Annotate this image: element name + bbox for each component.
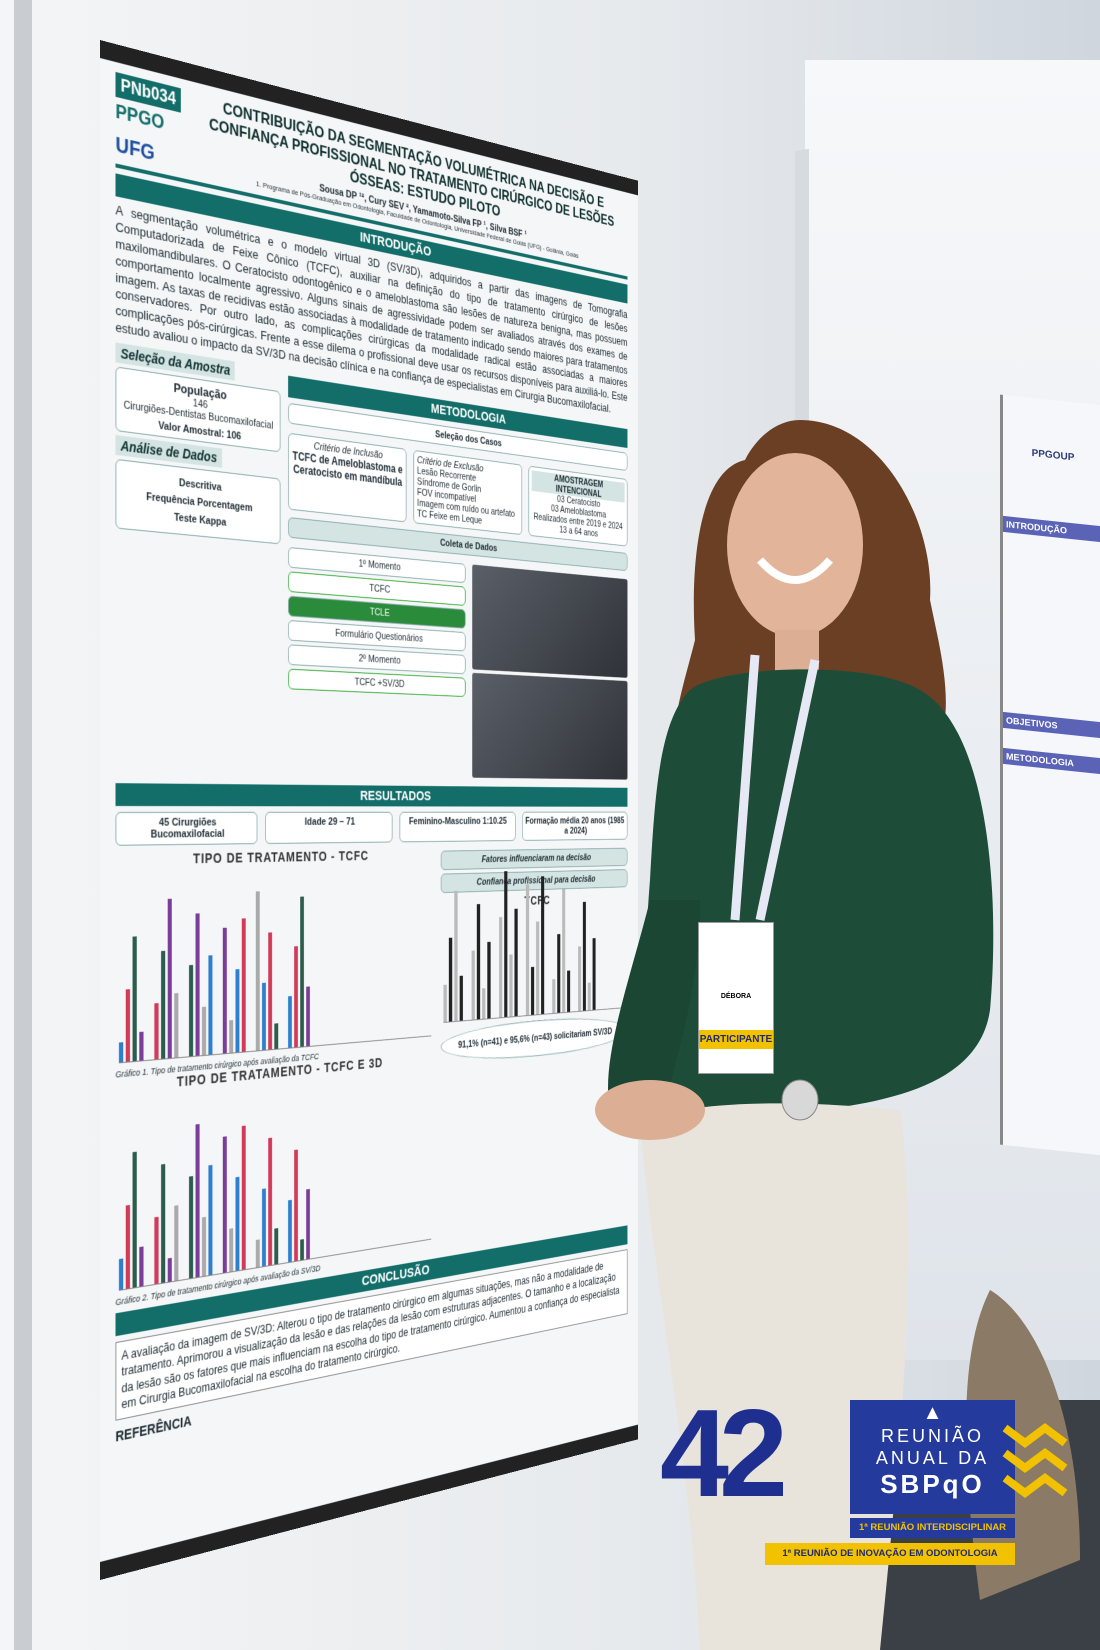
logo-panel: ▲ REUNIÃO ANUAL DA SBPqO xyxy=(850,1400,1015,1514)
badge: DÉBORA PARTICIPANTE xyxy=(698,922,774,1074)
event-logo: 42 ▲ REUNIÃO ANUAL DA SBPqO 1ª REUNIÃO I… xyxy=(660,1385,1080,1570)
smile xyxy=(756,557,834,584)
watch xyxy=(781,1079,819,1121)
frame xyxy=(14,0,32,1650)
logo-sub: 1ª REUNIÃO DE INOVAÇÃO EM ODONTOLOGIA xyxy=(765,1543,1015,1565)
logo-zigzag xyxy=(1002,1423,1068,1498)
logo-icon: ▲ xyxy=(922,1402,943,1424)
hands xyxy=(595,1080,705,1140)
logo-text: REUNIÃO xyxy=(880,1426,984,1446)
logo-sub: 1ª REUNIÃO INTERDISCIPLINAR xyxy=(850,1518,1015,1538)
badge-role: PARTICIPANTE xyxy=(699,1030,773,1049)
pants xyxy=(640,1103,909,1650)
lanyard xyxy=(730,654,820,921)
logo-number: 42 xyxy=(660,1385,788,1523)
logo-text: SBPqO xyxy=(880,1469,985,1499)
arm xyxy=(608,900,700,1120)
face xyxy=(727,453,863,637)
logo-text: ANUAL DA xyxy=(875,1448,990,1468)
badge-name: DÉBORA xyxy=(720,993,752,1000)
